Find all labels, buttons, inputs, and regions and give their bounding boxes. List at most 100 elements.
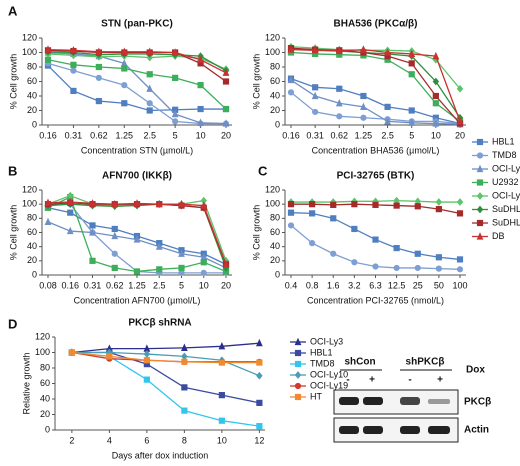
y-tick-label: 20 <box>27 255 37 265</box>
marker <box>197 82 204 89</box>
marker <box>432 119 440 127</box>
band <box>363 397 383 405</box>
series-line <box>47 221 227 269</box>
y-tick-label: 100 <box>22 199 37 209</box>
y-tick-label: 100 <box>265 199 280 209</box>
y-tick-label: 40 <box>270 90 280 100</box>
marker <box>222 105 230 113</box>
marker <box>171 109 179 118</box>
x-tick-label: 0.08 <box>39 280 57 290</box>
panel-label: D <box>8 316 17 331</box>
legend-label: SuDHL4 <box>492 217 520 227</box>
legend-label: U2932 <box>492 177 519 187</box>
legend-label: HBL1 <box>310 347 333 357</box>
marker <box>44 217 52 225</box>
x-tick-label: 6 <box>144 435 149 445</box>
marker <box>133 268 141 275</box>
panel-label: C <box>258 163 268 178</box>
marker <box>95 63 102 71</box>
marker <box>171 48 179 56</box>
marker <box>44 45 52 53</box>
x-axis-title: Concentration PCI-32765 (nmol/L) <box>307 295 444 305</box>
x-tick-label: 2.5 <box>143 130 156 140</box>
western-blot: shCon shPKCβ - + - + Dox PKCβ Actin <box>333 357 491 443</box>
marker <box>111 199 119 208</box>
marker <box>456 256 464 263</box>
x-tick-label: 10 <box>199 280 209 290</box>
marker <box>384 103 391 110</box>
marker <box>120 47 128 55</box>
marker <box>222 68 230 76</box>
marker <box>200 269 207 276</box>
treatment-label: Dox <box>466 365 485 376</box>
marker <box>476 179 484 186</box>
marker <box>120 59 128 67</box>
band <box>363 426 383 434</box>
marker <box>44 198 52 206</box>
band <box>400 397 420 405</box>
marker <box>360 92 367 100</box>
legend-label: SuDHL2 <box>492 204 520 214</box>
legend-label: HBL1 <box>492 136 515 146</box>
marker <box>432 51 440 60</box>
marker <box>287 201 295 208</box>
marker <box>294 349 302 357</box>
marker <box>218 341 226 350</box>
x-tick-label: 0.62 <box>106 280 124 290</box>
y-tick-label: 120 <box>35 331 50 341</box>
y-tick-label: 120 <box>265 32 280 42</box>
marker <box>476 164 484 173</box>
marker <box>155 242 163 250</box>
marker <box>156 266 163 273</box>
lane-label: + <box>369 375 375 386</box>
marker <box>111 250 118 257</box>
x-tick-label: 2 <box>69 435 74 445</box>
marker <box>408 118 416 126</box>
y-tick-label: 40 <box>27 90 37 100</box>
x-tick-label: 10 <box>217 435 227 445</box>
marker <box>89 257 96 264</box>
x-tick-label: 3.2 <box>348 280 361 290</box>
series-line <box>290 224 461 270</box>
x-tick-label: 0.62 <box>90 130 108 140</box>
marker <box>146 47 154 55</box>
marker <box>200 201 208 209</box>
marker <box>312 84 319 91</box>
marker <box>172 74 179 81</box>
marker <box>66 226 74 235</box>
marker <box>435 206 442 213</box>
marker <box>414 250 421 257</box>
series-line <box>47 48 227 74</box>
marker <box>89 199 96 207</box>
marker <box>435 254 442 261</box>
marker <box>432 92 439 100</box>
marker <box>146 84 154 92</box>
x-tick-label: 1.25 <box>128 280 146 290</box>
x-tick-label: 2.5 <box>153 280 166 290</box>
marker <box>111 225 118 233</box>
marker <box>360 114 367 121</box>
y-tick-label: 20 <box>27 105 37 115</box>
marker <box>181 352 188 361</box>
marker <box>222 78 230 85</box>
marker <box>146 107 153 114</box>
marker <box>197 118 204 126</box>
marker <box>180 343 188 351</box>
series-line <box>290 212 461 261</box>
marker <box>178 199 185 208</box>
lane-label: + <box>437 375 443 386</box>
marker <box>178 269 185 276</box>
marker <box>372 236 379 243</box>
series-line <box>47 51 227 125</box>
x-tick-label: 10 <box>196 130 206 140</box>
x-tick-label: 20 <box>221 130 231 140</box>
marker <box>111 231 119 240</box>
chart-title: STN (pan-PKC) <box>101 19 173 30</box>
y-tick-label: 120 <box>265 184 280 194</box>
legend-label: DB <box>492 231 505 241</box>
marker <box>95 74 102 81</box>
y-tick-label: 0 <box>275 269 280 279</box>
chart-title: PCI-32765 (BTK) <box>337 171 415 182</box>
x-tick-label: 2.5 <box>381 130 394 140</box>
marker <box>121 65 128 72</box>
